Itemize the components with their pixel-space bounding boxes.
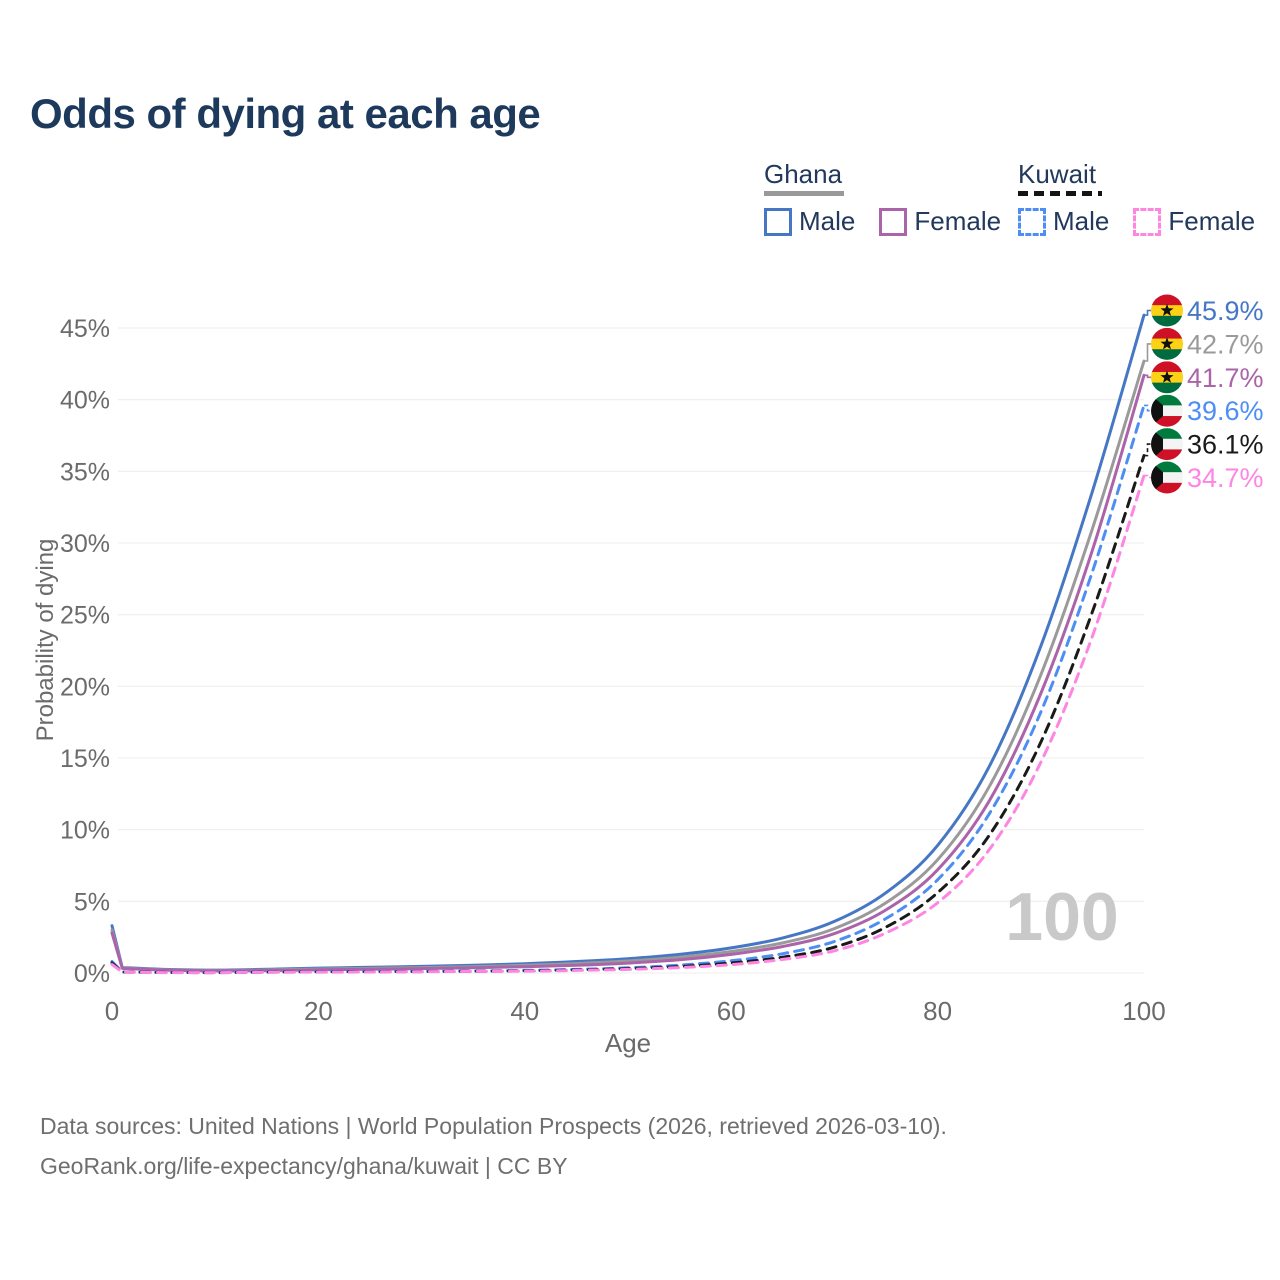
legend-item-label: Female — [914, 206, 1002, 236]
kuwait-female-swatch-icon — [1133, 207, 1162, 236]
ghana-flag-icon — [1151, 294, 1183, 327]
ghana-flag-icon — [1151, 361, 1183, 394]
footer-line-1: Data sources: United Nations | World Pop… — [40, 1113, 947, 1139]
data-source-footer: Data sources: United Nations | World Pop… — [40, 1106, 947, 1186]
y-axis-title: Probability of dying — [32, 538, 59, 742]
x-tick-label: 40 — [510, 996, 539, 1026]
footer-line-2: GeoRank.org/life-expectancy/ghana/kuwait… — [40, 1153, 568, 1179]
ghana-male-swatch-icon — [764, 207, 792, 236]
series-line-kuwait-both[interactable] — [110, 454, 1146, 975]
legend-item-label: Male — [799, 206, 856, 236]
label-connector — [1144, 343, 1151, 362]
kuwait-flag-icon — [1151, 461, 1183, 494]
y-tick-label: 0% — [74, 960, 110, 988]
legend-item-kuwait-male[interactable]: Male — [1018, 206, 1109, 237]
y-tick-label: 45% — [60, 315, 110, 343]
series-line-kuwait-female[interactable] — [110, 474, 1146, 975]
legend-group-ghana-label[interactable]: Ghana — [764, 159, 843, 189]
series-line-ghana-female[interactable] — [110, 373, 1146, 973]
y-tick-label: 15% — [60, 745, 110, 773]
series-line-kuwait-male[interactable] — [110, 403, 1146, 974]
legend-group-ghana: Ghana Male Female — [764, 160, 1001, 237]
legend-item-label: Male — [1053, 206, 1110, 236]
kuwait-flag-icon — [1151, 428, 1183, 461]
label-connector — [1144, 474, 1151, 479]
x-axis-title: Age — [604, 1028, 652, 1058]
ghana-flag-icon — [1151, 327, 1183, 360]
kuwait-dashed-line-swatch — [1018, 191, 1102, 196]
y-tick-label: 10% — [60, 817, 110, 845]
page-title: Odds of dying at each age — [30, 90, 541, 137]
legend-item-ghana-female[interactable]: Female — [879, 206, 1001, 237]
label-connector — [1144, 374, 1151, 379]
kuwait-flag-icon — [1151, 394, 1183, 427]
label-connector — [1144, 404, 1151, 412]
label-connector — [1144, 309, 1151, 316]
end-value-label-ghana-female: 41.7% — [1187, 363, 1264, 393]
end-value-label-kuwait-male: 39.6% — [1187, 396, 1264, 426]
end-value-label-ghana-both: 42.7% — [1187, 329, 1264, 359]
legend-item-label: Female — [1168, 206, 1256, 236]
end-value-label-kuwait-female: 34.7% — [1187, 463, 1264, 493]
end-value-label-kuwait-both: 36.1% — [1187, 430, 1264, 460]
age-watermark: 100 — [1005, 879, 1118, 955]
x-tick-label: 20 — [304, 996, 333, 1026]
x-tick-label: 0 — [105, 996, 119, 1026]
y-tick-label: 40% — [60, 387, 110, 415]
y-tick-label: 20% — [60, 673, 110, 701]
legend-item-kuwait-female[interactable]: Female — [1133, 206, 1255, 237]
end-value-label-ghana-male: 45.9% — [1187, 296, 1264, 326]
legend-group-kuwait-label[interactable]: Kuwait — [1018, 159, 1097, 189]
y-tick-label: 30% — [60, 530, 110, 558]
kuwait-male-swatch-icon — [1018, 207, 1046, 236]
y-tick-label: 5% — [74, 888, 110, 916]
label-connector — [1144, 443, 1151, 457]
legend-item-ghana-male[interactable]: Male — [764, 206, 855, 237]
y-tick-label: 35% — [60, 458, 110, 486]
ghana-solid-line-swatch — [764, 191, 844, 196]
x-tick-label: 100 — [1122, 996, 1165, 1026]
x-tick-label: 60 — [717, 996, 746, 1026]
x-tick-label: 80 — [923, 996, 952, 1026]
ghana-female-swatch-icon — [879, 207, 908, 236]
legend-group-kuwait: Kuwait Male Female — [1018, 160, 1255, 237]
y-tick-label: 25% — [60, 602, 110, 630]
series-line-ghana-both[interactable] — [110, 359, 1146, 973]
series-line-ghana-male[interactable] — [110, 313, 1146, 972]
